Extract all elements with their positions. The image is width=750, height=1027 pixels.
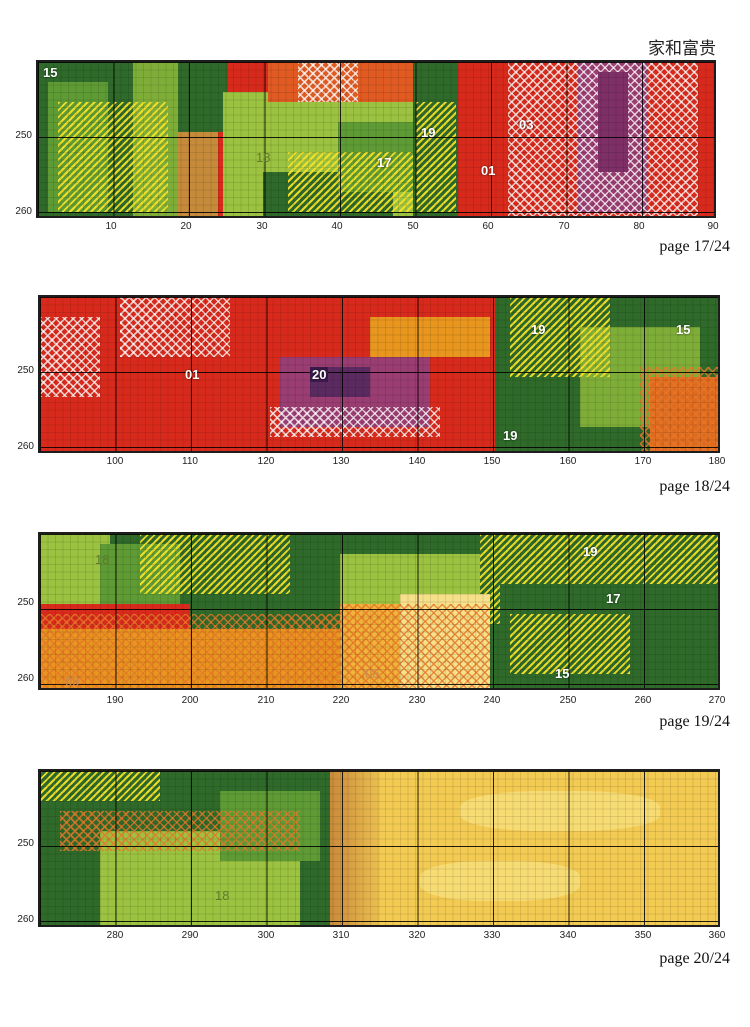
column-label: 290 (181, 930, 199, 941)
row-label-250: 250 (15, 130, 32, 141)
color-code-label: 19 (531, 322, 546, 337)
row-label-260: 260 (17, 441, 34, 452)
column-label: 360 (708, 930, 726, 941)
column-label: 350 (634, 930, 652, 941)
row-label-260: 260 (17, 914, 34, 925)
page-number: page 19/24 (659, 713, 730, 730)
row-label-260: 260 (17, 673, 34, 684)
column-label: 210 (257, 695, 275, 706)
pattern-grid: 18 (38, 769, 720, 927)
color-code-label: 18 (215, 888, 230, 903)
column-label: 270 (708, 695, 726, 706)
column-label: 140 (408, 456, 426, 467)
color-code-label: 19 (583, 544, 598, 559)
row-label-250: 250 (17, 597, 34, 608)
column-label: 300 (257, 930, 275, 941)
color-code-label: 01 (481, 163, 496, 178)
pattern-grid: 18 19 17 09 06 15 (38, 532, 720, 690)
color-code-label: 18 (95, 552, 110, 567)
column-label: 190 (106, 695, 124, 706)
color-code-label: 18 (256, 150, 271, 165)
column-label: 200 (181, 695, 199, 706)
column-label: 20 (180, 221, 192, 232)
color-code-label: 09 (65, 674, 80, 689)
column-label: 310 (332, 930, 350, 941)
page-number: page 18/24 (659, 478, 730, 495)
color-code-label: 01 (185, 367, 200, 382)
pattern-grid: 01 20 19 15 19 (38, 295, 720, 453)
color-code-label: 17 (606, 591, 621, 606)
pattern-grid: 15 18 17 19 01 03 (36, 60, 716, 218)
column-label: 50 (407, 221, 419, 232)
column-label: 100 (106, 456, 124, 467)
column-label: 240 (483, 695, 501, 706)
column-label: 40 (331, 221, 343, 232)
column-label: 250 (559, 695, 577, 706)
column-label: 340 (559, 930, 577, 941)
column-label: 180 (708, 456, 726, 467)
column-label: 150 (483, 456, 501, 467)
column-label: 60 (482, 221, 494, 232)
column-label: 80 (633, 221, 645, 232)
color-code-label: 19 (503, 428, 518, 443)
color-code-label: 03 (519, 117, 534, 132)
page-number: page 20/24 (659, 950, 730, 967)
column-label: 10 (105, 221, 117, 232)
column-label: 170 (634, 456, 652, 467)
column-label: 70 (558, 221, 570, 232)
column-label: 320 (408, 930, 426, 941)
column-label: 120 (257, 456, 275, 467)
color-code-label: 15 (676, 322, 691, 337)
column-label: 230 (408, 695, 426, 706)
color-code-label: 06 (365, 666, 380, 681)
column-label: 330 (483, 930, 501, 941)
color-code-label: 20 (310, 367, 329, 382)
column-label: 90 (707, 221, 719, 232)
color-code-label: 19 (421, 125, 436, 140)
row-label-250: 250 (17, 838, 34, 849)
column-label: 160 (559, 456, 577, 467)
document-title: 家和富贵 (648, 39, 716, 59)
column-label: 280 (106, 930, 124, 941)
column-label: 130 (332, 456, 350, 467)
color-code-label: 15 (555, 666, 570, 681)
column-label: 260 (634, 695, 652, 706)
column-label: 110 (182, 456, 198, 467)
column-label: 30 (256, 221, 268, 232)
color-code-label: 15 (43, 65, 58, 80)
color-code-label: 17 (377, 155, 392, 170)
column-label: 220 (332, 695, 350, 706)
page-number: page 17/24 (659, 238, 730, 255)
row-label-260: 260 (15, 206, 32, 217)
row-label-250: 250 (17, 365, 34, 376)
